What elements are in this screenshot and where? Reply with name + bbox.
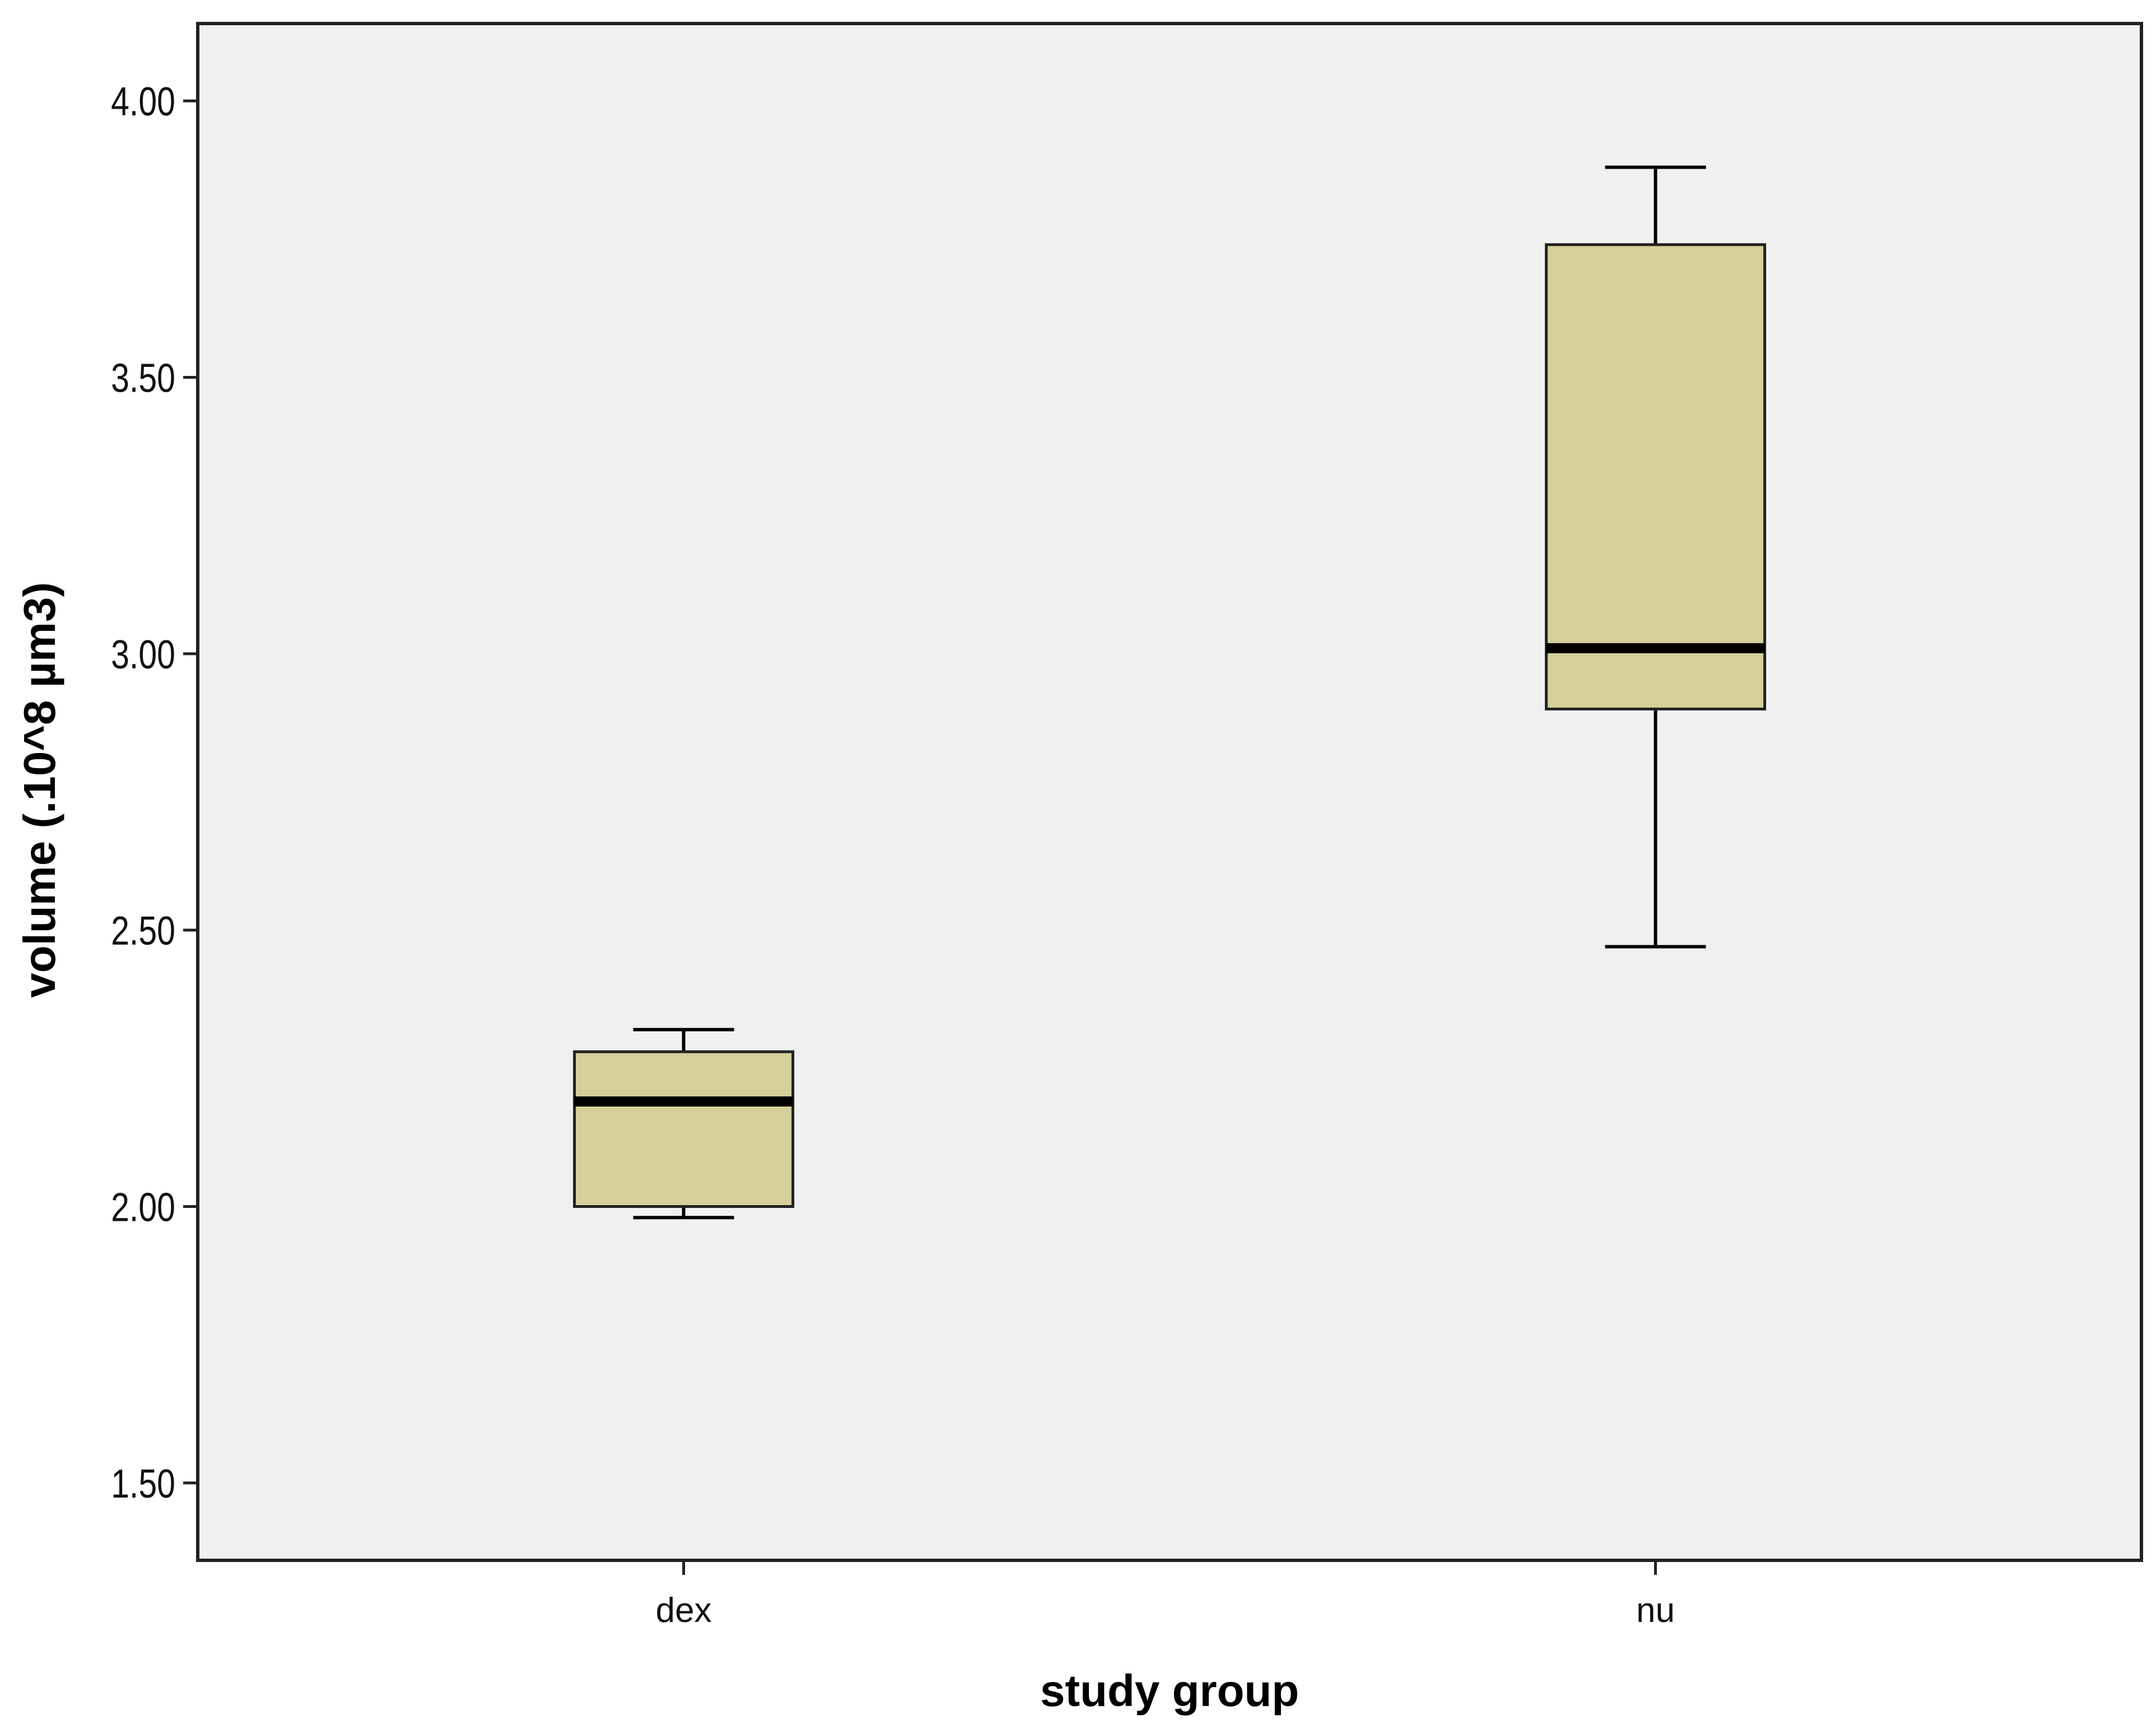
y-tick-label: 3.00 bbox=[111, 631, 175, 677]
y-axis-title: volume (.10^8 µm3) bbox=[15, 582, 64, 998]
y-axis: 1.50 2.00 2.50 3.00 3.50 4.00 bbox=[111, 79, 198, 1506]
y-tick-label: 2.50 bbox=[111, 908, 175, 954]
box-dex bbox=[573, 1028, 794, 1220]
x-tick-label-dex: dex bbox=[656, 1591, 712, 1630]
y-tick-label: 2.00 bbox=[111, 1184, 175, 1230]
boxes bbox=[573, 165, 1766, 1220]
box-iqr bbox=[1545, 243, 1766, 710]
x-axis-title: study group bbox=[1040, 1666, 1299, 1716]
x-axis: dex nu bbox=[656, 1560, 1675, 1630]
y-tick-label: 4.00 bbox=[111, 79, 175, 124]
y-tick-label: 3.50 bbox=[111, 355, 175, 401]
plot-area bbox=[196, 22, 2143, 1562]
box-iqr bbox=[573, 1050, 794, 1208]
y-tick-label: 1.50 bbox=[111, 1461, 175, 1506]
box-nu bbox=[1545, 165, 1766, 949]
x-tick-label-nu: nu bbox=[1636, 1591, 1675, 1630]
